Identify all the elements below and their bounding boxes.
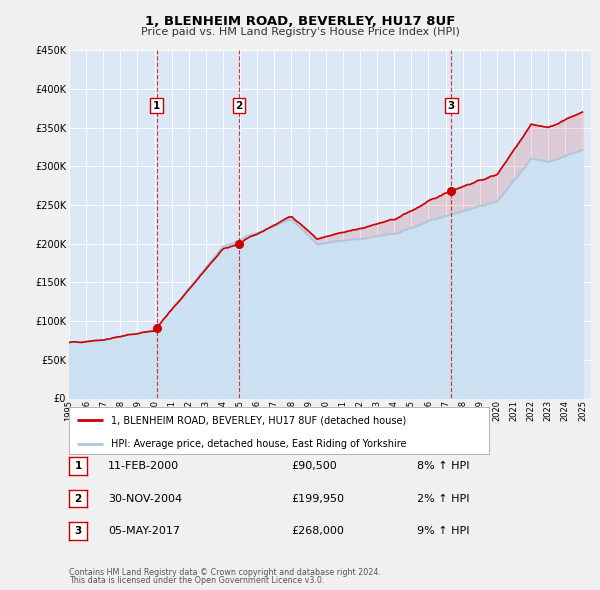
Text: 3: 3 xyxy=(74,526,82,536)
Text: £199,950: £199,950 xyxy=(291,494,344,503)
Text: 3: 3 xyxy=(448,101,455,111)
Text: 11-FEB-2000: 11-FEB-2000 xyxy=(108,461,179,471)
Text: 8% ↑ HPI: 8% ↑ HPI xyxy=(417,461,469,471)
Text: £268,000: £268,000 xyxy=(291,526,344,536)
Text: HPI: Average price, detached house, East Riding of Yorkshire: HPI: Average price, detached house, East… xyxy=(111,439,407,449)
Text: 05-MAY-2017: 05-MAY-2017 xyxy=(108,526,180,536)
Text: 9% ↑ HPI: 9% ↑ HPI xyxy=(417,526,469,536)
Text: 1, BLENHEIM ROAD, BEVERLEY, HU17 8UF: 1, BLENHEIM ROAD, BEVERLEY, HU17 8UF xyxy=(145,15,455,28)
Text: 1: 1 xyxy=(153,101,160,111)
Text: 2: 2 xyxy=(235,101,242,111)
Text: 1, BLENHEIM ROAD, BEVERLEY, HU17 8UF (detached house): 1, BLENHEIM ROAD, BEVERLEY, HU17 8UF (de… xyxy=(111,415,406,425)
Text: £90,500: £90,500 xyxy=(291,461,337,471)
Text: Price paid vs. HM Land Registry's House Price Index (HPI): Price paid vs. HM Land Registry's House … xyxy=(140,27,460,37)
Text: 2% ↑ HPI: 2% ↑ HPI xyxy=(417,494,469,503)
Text: 2: 2 xyxy=(74,494,82,503)
Text: Contains HM Land Registry data © Crown copyright and database right 2024.: Contains HM Land Registry data © Crown c… xyxy=(69,568,381,577)
Text: This data is licensed under the Open Government Licence v3.0.: This data is licensed under the Open Gov… xyxy=(69,576,325,585)
Text: 30-NOV-2004: 30-NOV-2004 xyxy=(108,494,182,503)
Text: 1: 1 xyxy=(74,461,82,471)
